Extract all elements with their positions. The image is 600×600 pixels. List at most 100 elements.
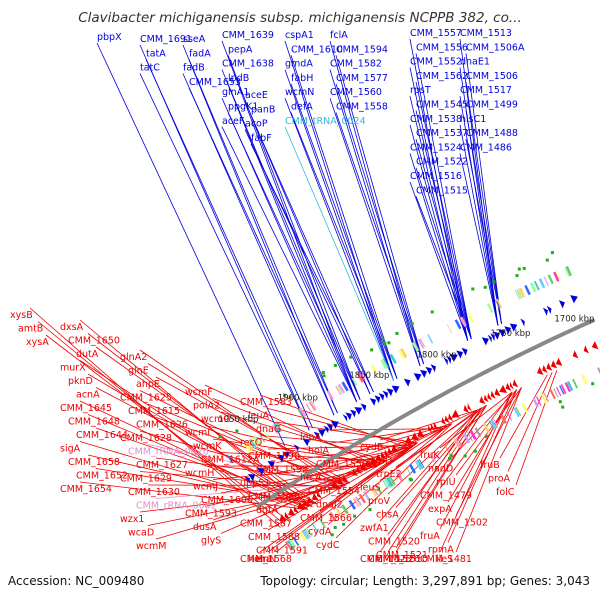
forward-leader-line [250, 115, 374, 393]
forward-gene-arrow [420, 369, 427, 378]
reverse-leader-line [155, 457, 350, 484]
reverse-gene-label: CMM_1502 [436, 518, 488, 529]
outer-cog-block [446, 324, 453, 334]
inner-cog-block [386, 477, 394, 487]
reverse-gene-label: leuA [248, 411, 270, 422]
reverse-gene-label: acnA [76, 390, 100, 401]
forward-leader-line [415, 196, 472, 339]
forward-gene-arrow [244, 476, 250, 484]
outer-cog-block [326, 390, 334, 401]
inner-cog-block [288, 538, 297, 549]
forward-gene-label: fadA [189, 48, 211, 59]
outer-cog-block [338, 383, 346, 394]
forward-gene-label: CMM_1513 [460, 28, 512, 39]
inner-cog-block [474, 427, 482, 438]
inner-cog-block [456, 437, 463, 447]
forward-gene-arrow [558, 300, 565, 309]
reverse-leader-line [387, 407, 483, 553]
reverse-gene-label: CMM_1520 [368, 537, 420, 548]
feature-marker [349, 355, 353, 359]
forward-gene-label: CMM_1486 [460, 142, 512, 153]
forward-gene-arrow [267, 461, 275, 469]
reverse-leader-line [439, 391, 513, 489]
reverse-leader-line [335, 423, 453, 498]
inner-cog-block [500, 413, 507, 424]
forward-gene-arrow [369, 398, 376, 406]
reverse-leader-line [139, 349, 342, 489]
forward-gene-label: tatA [146, 48, 166, 59]
inner-cog-block [303, 529, 310, 539]
reverse-leader-line [259, 447, 409, 477]
reverse-gene-label: CMM_1481 [420, 554, 472, 565]
outer-cog-block [382, 358, 389, 368]
reverse-gene-label: trpE2 [376, 469, 402, 480]
inner-cog-block [428, 453, 435, 463]
reverse-gene-arrow [380, 451, 387, 460]
forward-gene-arrow [391, 385, 400, 394]
forward-gene-arrow [293, 444, 299, 452]
reverse-gene-label: CMM_1559 [316, 459, 368, 470]
forward-gene-label: fabH [291, 73, 313, 84]
forward-gene-label: fabF [251, 133, 272, 144]
reverse-leader-line [45, 334, 290, 522]
reverse-gene-label: CMM_1606 [201, 495, 253, 506]
forward-leader-line [188, 87, 338, 414]
outer-cog-block [380, 359, 388, 370]
forward-leader-line [96, 42, 286, 446]
reverse-gene-label: CMM_1652 [76, 471, 128, 482]
forward-gene-arrow [302, 438, 310, 447]
reverse-gene-label: sigA [60, 444, 81, 455]
feature-marker [395, 331, 399, 335]
outer-cog-block [275, 422, 283, 432]
forward-gene-label: aceF [222, 116, 244, 127]
reverse-gene-label: CMM_1658 [68, 457, 120, 468]
forward-gene-label: hisC1 [460, 114, 486, 125]
forward-gene-label: sseA [183, 34, 206, 45]
genome-summary: Topology: circular; Length: 3,297,891 bp… [260, 574, 590, 588]
inner-cog-block [363, 491, 370, 501]
feature-marker [387, 341, 391, 345]
forward-gene-arrow [378, 393, 385, 401]
inner-cog-block [532, 397, 539, 408]
inner-cog-block [549, 389, 556, 400]
reverse-gene-label: fruB [480, 460, 500, 471]
inner-cog-block [560, 384, 567, 394]
feature-marker [430, 310, 434, 314]
forward-gene-arrow [386, 388, 394, 397]
reverse-strand-genes [279, 341, 599, 522]
reverse-gene-arrow [499, 385, 508, 393]
outer-cog-block [543, 276, 549, 286]
reverse-gene-arrow [331, 480, 339, 488]
outer-cog-block [496, 298, 503, 309]
reverse-gene-arrow [441, 417, 447, 425]
forward-leader-line [221, 69, 357, 402]
kbp-tick-label: 1850 kbp [349, 371, 389, 381]
reverse-leader-line [87, 454, 313, 507]
reverse-gene-label: uppS1 [240, 478, 270, 489]
forward-leader-line [139, 73, 310, 431]
forward-leader-line [284, 69, 394, 381]
inner-cog-block [355, 496, 362, 506]
inner-cog-block [553, 388, 559, 398]
reverse-gene-arrow [360, 462, 368, 471]
reverse-gene-arrow [542, 364, 548, 373]
reverse-gene-label: CMM_1566 [300, 513, 352, 524]
inner-cog-block [304, 528, 311, 538]
forward-gene-arrow [493, 331, 500, 340]
forward-gene-label: glnA1 [222, 87, 249, 98]
outer-cog-block [524, 285, 531, 296]
reverse-gene-label: chsA [376, 510, 399, 521]
inner-cog-block [383, 479, 390, 489]
feature-marker [410, 322, 414, 326]
inner-cog-block [580, 374, 588, 385]
forward-gene-arrow [330, 421, 339, 429]
forward-gene-arrow [546, 305, 552, 314]
reverse-gene-arrow [351, 468, 358, 477]
reverse-leader-line [212, 463, 382, 480]
forward-leader-line [415, 110, 472, 339]
feature-marker [368, 508, 372, 512]
outer-cog-block [263, 430, 270, 440]
reverse-gene-arrow [317, 490, 323, 499]
reverse-gene-label: dnaJ2 [316, 500, 343, 511]
outer-cog-block [486, 303, 494, 313]
